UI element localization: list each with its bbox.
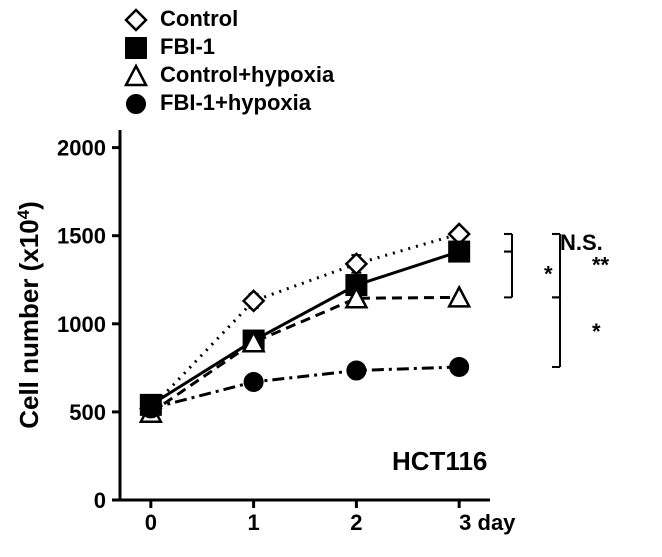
legend-label: Control — [160, 6, 238, 31]
line-chart: 0 500 1000 1500 2000 0 1 2 3 day Cell number (x10… — [0, 0, 662, 557]
chart-container: 0 500 1000 1500 2000 0 1 2 3 day Cell number (x10… — [0, 0, 662, 557]
y-tick-label: 1000 — [57, 312, 106, 337]
legend-item: FBI-1 — [126, 34, 215, 59]
legend-label: FBI-1+hypoxia — [160, 90, 312, 115]
legend-item: Control+hypoxia — [126, 62, 335, 87]
series-fbi1 — [141, 242, 469, 415]
sig-label: N.S. — [560, 230, 603, 255]
sig-label: ** — [592, 253, 610, 278]
legend-label: Control+hypoxia — [160, 62, 335, 87]
sig-label: * — [544, 261, 553, 286]
series-control_hyp — [141, 287, 469, 421]
legend-item: FBI-1+hypoxia — [127, 90, 312, 115]
legend-item: Control — [126, 6, 238, 31]
series-line — [151, 367, 459, 408]
y-axis-title: Cell number (x104) — [14, 201, 45, 429]
legend-label: FBI-1 — [160, 34, 215, 59]
cell-line-label: HCT116 — [392, 446, 487, 476]
x-tick-label: 1 — [247, 510, 259, 535]
y-tick-label: 500 — [69, 400, 106, 425]
sig-label: * — [592, 319, 601, 344]
y-tick-label: 0 — [94, 488, 106, 513]
x-tick-label: 3 day — [459, 510, 516, 535]
series-line — [151, 297, 459, 412]
y-tick-label: 2000 — [57, 136, 106, 161]
x-tick-label: 2 — [350, 510, 362, 535]
significance-annotations: N.S.**** — [504, 230, 610, 367]
y-tick-label: 1500 — [57, 224, 106, 249]
x-tick-label: 0 — [145, 510, 157, 535]
